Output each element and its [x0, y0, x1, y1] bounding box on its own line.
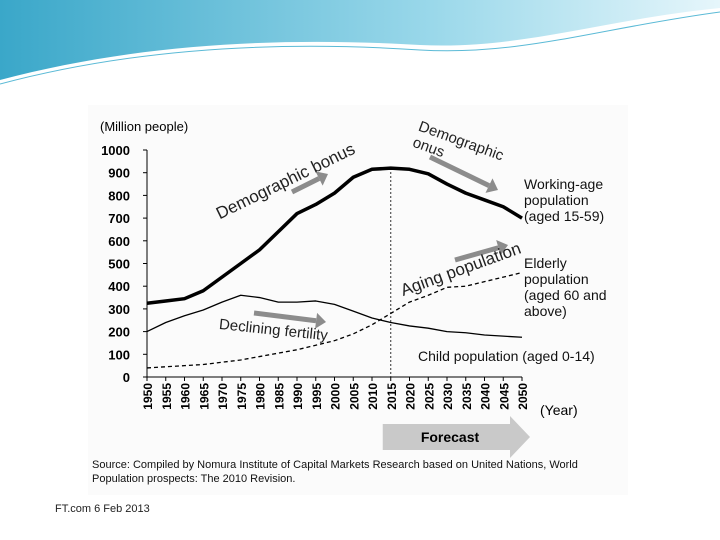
- annotation-arrowhead: [496, 240, 508, 256]
- annotation-arrow: [253, 310, 317, 324]
- x-tick-label: 2005: [347, 383, 361, 410]
- y-tick-label: 400: [108, 279, 130, 294]
- x-tick-label: 2000: [329, 383, 343, 410]
- x-tick-label: 1975: [235, 383, 249, 410]
- header-wave: [0, 0, 720, 80]
- x-tick-label: 2025: [422, 383, 436, 410]
- x-tick-label: 1985: [272, 383, 286, 410]
- series-line: [146, 294, 523, 338]
- y-tick-label: 700: [108, 211, 130, 226]
- y-tick-label: 300: [108, 302, 130, 317]
- x-tick-label: 1995: [310, 383, 324, 410]
- annotation-arrowhead: [315, 171, 328, 186]
- annotation-arrow: [428, 154, 491, 188]
- y-tick-label: 200: [108, 325, 130, 340]
- annotation-arrowhead: [485, 178, 498, 193]
- y-tick-label: 500: [108, 257, 130, 272]
- x-tick-label: 2035: [460, 383, 474, 410]
- series-label: Elderly population (aged 60 and above): [524, 255, 607, 319]
- x-tick-label: 1955: [160, 383, 174, 410]
- x-axis-label: (Year): [540, 402, 578, 418]
- series-label: Working-age population (aged 15-59): [524, 176, 605, 224]
- y-tick-label: 800: [108, 188, 130, 203]
- series-line: [146, 271, 523, 369]
- annotation-arrow: [454, 245, 500, 263]
- series-line: [146, 166, 523, 305]
- y-tick-label: 1000: [101, 143, 130, 158]
- x-tick-label: 1980: [254, 383, 268, 410]
- y-tick-label: 900: [108, 166, 130, 181]
- x-tick-label: 1950: [141, 383, 155, 410]
- footer: FT.com 6 Feb 2013: [55, 503, 150, 515]
- annotation-arrowhead: [315, 312, 326, 329]
- source: Source: Compiled by Nomura Institute of …: [92, 459, 578, 485]
- x-tick-label: 1965: [197, 383, 211, 410]
- forecast-arrow: [382, 416, 530, 458]
- forecast-label: Forecast: [421, 429, 480, 445]
- annotation-arrow: [290, 176, 321, 195]
- x-tick-label: 2050: [516, 383, 530, 410]
- x-tick-label: 2030: [441, 383, 455, 410]
- x-tick-label: 1990: [291, 383, 305, 410]
- x-tick-label: 2045: [497, 383, 511, 410]
- y-axis-label: (Million people): [100, 119, 188, 134]
- series-label: Child population (aged 0-14): [418, 348, 595, 364]
- x-tick-label: 2010: [366, 383, 380, 410]
- x-tick-label: 1970: [216, 383, 230, 410]
- x-tick-label: 2040: [479, 383, 493, 410]
- x-tick-label: 1960: [179, 383, 193, 410]
- y-tick-label: 100: [108, 347, 130, 362]
- y-tick-label: 0: [123, 370, 130, 385]
- x-tick-label: 2020: [404, 383, 418, 410]
- x-tick-label: 2015: [385, 383, 399, 410]
- y-tick-label: 600: [108, 234, 130, 249]
- header-line: [0, 11, 720, 85]
